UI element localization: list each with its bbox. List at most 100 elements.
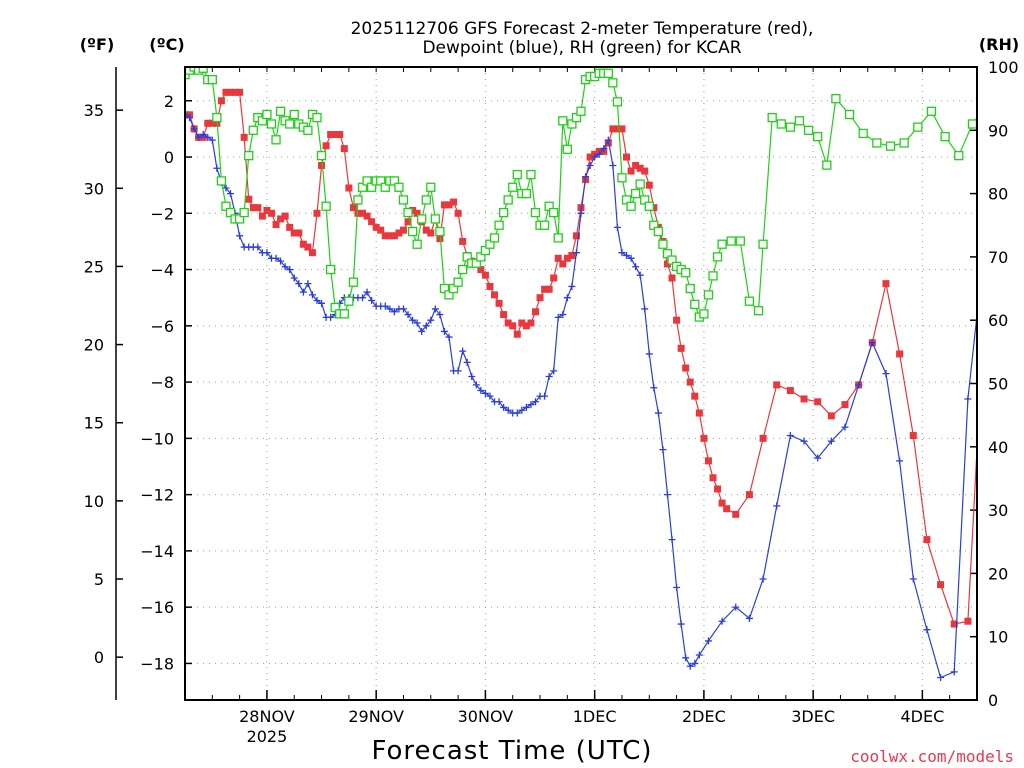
temperature-point bbox=[709, 474, 717, 482]
temperature-point bbox=[509, 322, 517, 330]
temperature-point bbox=[363, 212, 371, 220]
rh-point bbox=[794, 116, 805, 126]
fahrenheit-tick-label: 0 bbox=[94, 648, 104, 667]
rh-point bbox=[844, 109, 855, 120]
dewpoint-point bbox=[677, 620, 685, 628]
temperature-point bbox=[258, 212, 266, 220]
temperature-point bbox=[641, 167, 649, 175]
temperature-point bbox=[390, 232, 398, 240]
rh-point bbox=[417, 214, 427, 224]
rh-point bbox=[512, 169, 522, 180]
rh-point bbox=[344, 296, 354, 306]
dewpoint-point bbox=[632, 263, 640, 271]
dewpoint-point bbox=[868, 339, 876, 347]
series-line-dewpoint bbox=[185, 114, 977, 679]
temperature-point bbox=[372, 223, 380, 231]
rh-point bbox=[403, 207, 413, 218]
temperature-point bbox=[495, 299, 503, 307]
dewpoint-point bbox=[399, 305, 407, 313]
temperature-point bbox=[368, 218, 376, 226]
dewpoint-point bbox=[563, 294, 571, 302]
dewpoint-point bbox=[545, 372, 553, 380]
dewpoint-point bbox=[595, 150, 603, 158]
temperature-point bbox=[267, 209, 275, 217]
dewpoint-point bbox=[386, 305, 394, 313]
temperature-point bbox=[290, 229, 298, 237]
temperature-point bbox=[627, 167, 635, 175]
temperature-point bbox=[882, 280, 890, 288]
dewpoint-point bbox=[513, 409, 521, 417]
temperature-point bbox=[586, 153, 594, 161]
rh-point bbox=[339, 309, 349, 319]
dewpoint-point bbox=[650, 384, 658, 392]
dewpoint-point bbox=[368, 297, 376, 305]
temperature-point bbox=[399, 226, 407, 234]
rh-point bbox=[549, 207, 559, 218]
dewpoint-point bbox=[254, 243, 262, 251]
rh-point bbox=[303, 125, 313, 135]
rh-point bbox=[539, 220, 550, 230]
dewpoint-point bbox=[477, 387, 485, 395]
dewpoint-point bbox=[486, 392, 494, 400]
dewpoint-point bbox=[518, 406, 526, 414]
rh-tick-label: 10 bbox=[988, 628, 1008, 647]
temperature-point bbox=[427, 229, 435, 237]
dewpoint-point bbox=[663, 491, 671, 499]
temperature-point bbox=[577, 204, 585, 212]
dewpoint-point bbox=[222, 184, 230, 192]
temperature-point bbox=[618, 125, 626, 133]
rh-point bbox=[644, 201, 654, 211]
series-line-temperature bbox=[185, 91, 977, 625]
temperature-point bbox=[240, 133, 248, 141]
fahrenheit-axis: 35 30 25 20 15 10 5 0 bbox=[84, 67, 123, 700]
temperature-point bbox=[841, 401, 849, 409]
temperature-point bbox=[691, 392, 699, 400]
rh-point bbox=[508, 182, 518, 192]
fahrenheit-tick-label: 25 bbox=[84, 257, 104, 276]
rh-point bbox=[617, 173, 627, 183]
dewpoint-point bbox=[745, 614, 753, 622]
rh-tick-label: 90 bbox=[988, 121, 1008, 140]
temperature-point bbox=[227, 88, 235, 96]
dewpoint-point bbox=[827, 437, 835, 445]
temperature-point bbox=[354, 209, 362, 217]
fahrenheit-tick-label: 20 bbox=[84, 336, 104, 355]
rh-point bbox=[407, 226, 418, 237]
dewpoint-point bbox=[541, 392, 549, 400]
dewpoint-point bbox=[459, 347, 467, 355]
dewpoint-point bbox=[431, 305, 439, 313]
rh-point bbox=[813, 131, 823, 142]
temperature-point bbox=[518, 319, 526, 327]
dewpoint-point bbox=[636, 271, 644, 279]
dewpoint-point bbox=[281, 263, 289, 271]
celsius-tick-label: −8 bbox=[150, 373, 174, 392]
rh-point bbox=[239, 207, 249, 218]
rh-point bbox=[312, 112, 322, 123]
temperature-point bbox=[440, 201, 448, 209]
dewpoint-point bbox=[577, 209, 585, 217]
time-tick-label: 29NOV bbox=[348, 707, 404, 726]
temperature-point bbox=[249, 204, 257, 212]
rh-point bbox=[681, 268, 691, 278]
series-temperature bbox=[185, 88, 977, 628]
dewpoint-point bbox=[882, 370, 890, 378]
dewpoint-point bbox=[591, 153, 599, 161]
rh-tick-label: 50 bbox=[988, 375, 1008, 394]
dewpoint-point bbox=[673, 583, 681, 591]
rh-point bbox=[940, 131, 950, 142]
dewpoint-point bbox=[586, 161, 594, 169]
temperature-point bbox=[313, 209, 321, 217]
dewpoint-point bbox=[686, 662, 694, 670]
time-tick-label: 1DEC bbox=[573, 707, 617, 726]
rh-point bbox=[603, 68, 613, 78]
temperature-point bbox=[673, 316, 681, 324]
celsius-tick-label: −4 bbox=[150, 261, 174, 280]
rh-point bbox=[275, 106, 286, 116]
dewpoint-point bbox=[272, 254, 280, 262]
fahrenheit-tick-label: 10 bbox=[84, 492, 104, 511]
temperature-point bbox=[208, 119, 216, 127]
dewpoint-point bbox=[773, 502, 781, 510]
rh-point bbox=[872, 138, 882, 148]
temperature-point bbox=[814, 398, 822, 406]
dewpoint-point bbox=[623, 251, 631, 259]
